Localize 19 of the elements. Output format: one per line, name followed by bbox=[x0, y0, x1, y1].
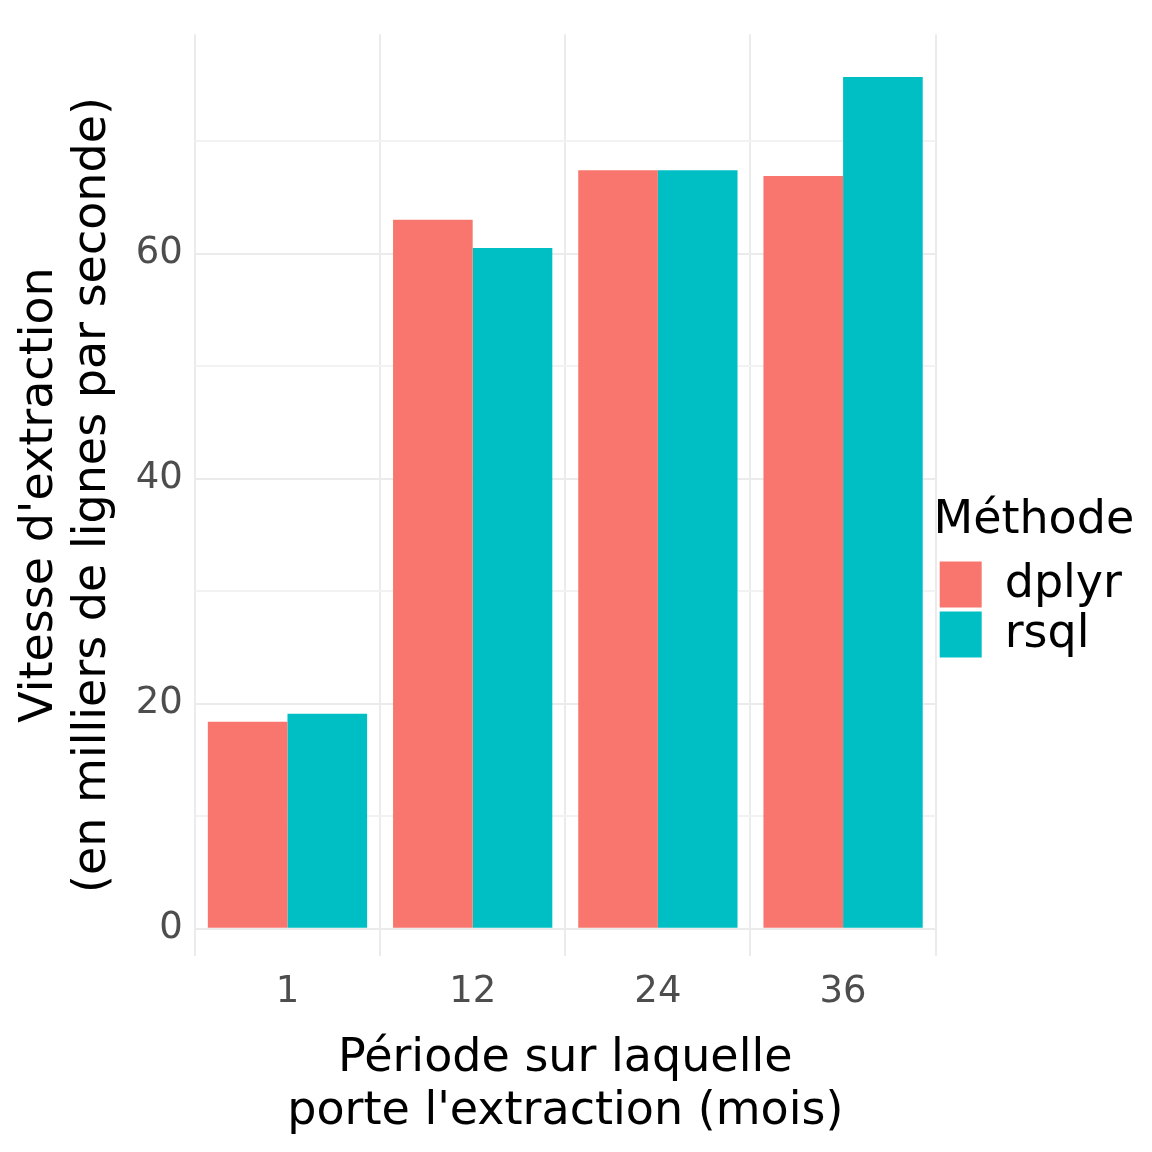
x-tick-label: 36 bbox=[819, 967, 867, 1011]
y-tick-label: 20 bbox=[135, 679, 183, 723]
bar bbox=[657, 170, 738, 928]
legend-title: Méthode bbox=[933, 490, 1135, 545]
y-axis-title: Vitesse d'extraction (en milliers de lignes par seconde) bbox=[9, 97, 117, 893]
x-tick-label: 1 bbox=[275, 967, 300, 1011]
bar bbox=[287, 713, 368, 928]
x-tick-label: 24 bbox=[634, 967, 682, 1011]
bar bbox=[578, 170, 658, 928]
bar bbox=[843, 76, 923, 928]
bar bbox=[207, 721, 288, 928]
y-tick-label: 40 bbox=[135, 454, 183, 498]
bar bbox=[472, 248, 553, 928]
y-tick-label: 0 bbox=[159, 904, 183, 948]
bar bbox=[393, 219, 473, 928]
x-tick-label: 12 bbox=[449, 967, 497, 1011]
y-tick-label: 60 bbox=[135, 229, 183, 273]
x-axis-title: Période sur laquelle porte l'extraction (mois) bbox=[287, 1027, 844, 1135]
bar bbox=[763, 175, 844, 928]
